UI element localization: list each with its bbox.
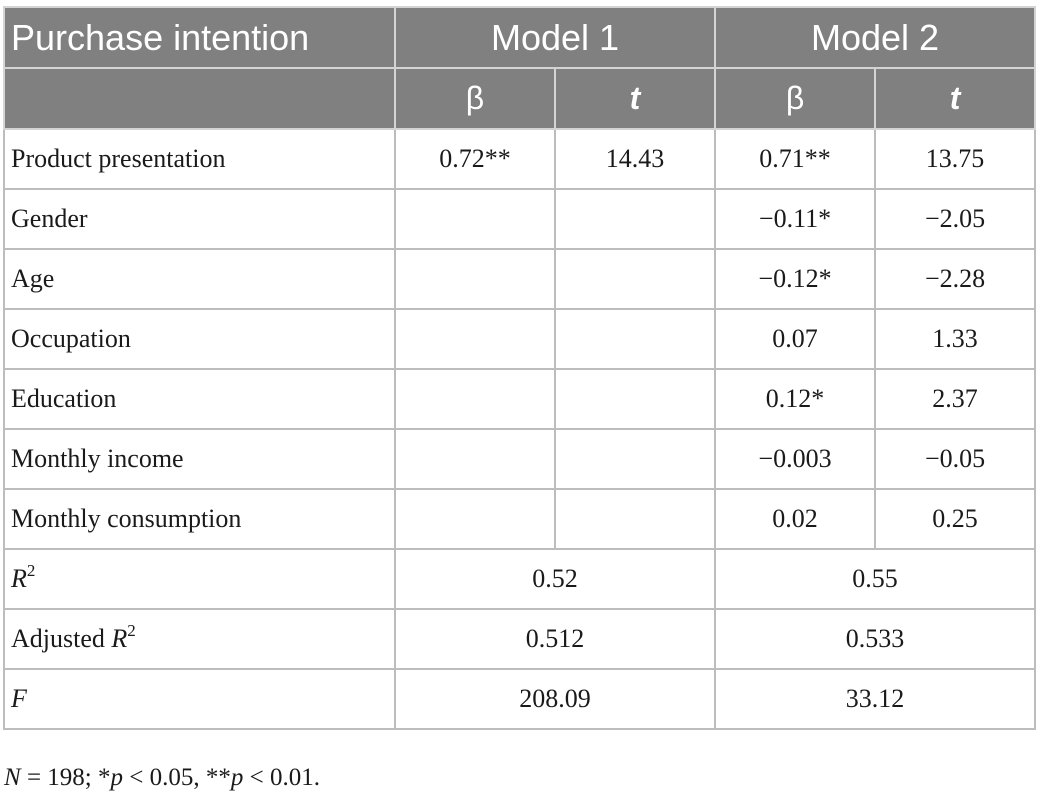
model-1-beta-cell <box>394 368 556 430</box>
model-2-f-cell: 33.12 <box>714 668 1037 730</box>
model-1-f-cell: 208.09 <box>393 668 717 730</box>
regression-table: Purchase intention Model 1 Model 2 β t β… <box>3 6 1037 730</box>
model-2-beta-cell: −0.11* <box>714 188 877 250</box>
model-2-t-header: t <box>874 67 1037 130</box>
r2-superscript: 2 <box>26 561 36 580</box>
table-row: Age −0.12* −2.28 <box>3 248 1037 310</box>
model-2-beta-cell: 0.07 <box>714 308 877 370</box>
model-1-beta-header: β <box>394 67 556 130</box>
model-2-beta-cell: −0.003 <box>714 428 877 490</box>
f-letter: F <box>11 684 27 713</box>
row-label: Age <box>3 248 396 310</box>
model-2-beta-cell: 0.02 <box>714 488 877 550</box>
row-title-header: Purchase intention <box>3 6 396 69</box>
model-2-t-cell: 1.33 <box>874 308 1037 370</box>
model-1-beta-cell <box>394 308 556 370</box>
model-1-t-cell <box>553 248 717 310</box>
model-1-t-cell <box>553 188 717 250</box>
model-1-beta-cell <box>394 488 556 550</box>
model-1-t-cell <box>553 488 717 550</box>
model-2-t-cell: −0.05 <box>874 428 1037 490</box>
header-row-models: Purchase intention Model 1 Model 2 <box>3 6 1037 69</box>
table-row: Occupation 0.07 1.33 <box>3 308 1037 370</box>
p-letter-1: p <box>110 764 123 791</box>
model-2-t-cell: −2.28 <box>874 248 1037 310</box>
model-2-beta-cell: 0.12* <box>714 368 877 430</box>
p-letter-2: p <box>230 764 244 791</box>
model-1-t-cell <box>553 428 717 490</box>
p-threshold-1: < 0.05, <box>122 764 206 791</box>
row-label: Gender <box>3 188 396 250</box>
model-1-r2-cell: 0.52 <box>393 548 717 610</box>
model-1-t-cell: 14.43 <box>553 128 717 190</box>
model-2-t-cell: −2.05 <box>874 188 1037 250</box>
significance-star-1: * <box>97 764 111 791</box>
row-label: Education <box>3 368 396 430</box>
r2-label: R2 <box>3 548 396 610</box>
regression-table-container: Purchase intention Model 1 Model 2 β t β… <box>3 6 1037 730</box>
n-value: = 198; <box>20 764 98 791</box>
f-label: F <box>3 668 396 730</box>
p-threshold-2: < 0.01. <box>243 764 320 791</box>
model-2-t-cell: 2.37 <box>874 368 1037 430</box>
row-label: Product presentation <box>3 128 396 190</box>
table-row: Education 0.12* 2.37 <box>3 368 1037 430</box>
model-1-beta-cell <box>394 428 556 490</box>
table-row: Gender −0.11* −2.05 <box>3 188 1037 250</box>
adjusted-prefix: Adjusted <box>11 624 112 653</box>
model-2-header: Model 2 <box>714 6 1037 69</box>
r-letter: R <box>111 624 128 653</box>
model-1-beta-cell <box>394 188 556 250</box>
model-2-r2-cell: 0.55 <box>714 548 1037 610</box>
model-1-t-header: t <box>553 67 717 130</box>
summary-row-f: F 208.09 33.12 <box>3 668 1037 730</box>
model-2-beta-cell: 0.71** <box>714 128 877 190</box>
model-2-t-cell: 13.75 <box>874 128 1037 190</box>
row-label: Occupation <box>3 308 396 370</box>
model-1-t-cell <box>553 308 717 370</box>
model-1-t-cell <box>553 368 717 430</box>
adjusted-r2-superscript: 2 <box>127 621 136 640</box>
significance-star-2: ** <box>205 764 231 791</box>
r-letter: R <box>11 564 27 593</box>
table-row: Monthly consumption 0.02 0.25 <box>3 488 1037 550</box>
header-row-stats: β t β t <box>3 67 1037 130</box>
summary-row-adjusted-r2: Adjusted R2 0.512 0.533 <box>3 608 1037 670</box>
model-1-beta-cell: 0.72** <box>394 128 556 190</box>
model-2-adjusted-r2-cell: 0.533 <box>714 608 1037 670</box>
summary-row-r2: R2 0.52 0.55 <box>3 548 1037 610</box>
model-2-beta-header: β <box>714 67 877 130</box>
table-row: Monthly income −0.003 −0.05 <box>3 428 1037 490</box>
model-2-beta-cell: −0.12* <box>714 248 877 310</box>
row-label: Monthly income <box>3 428 396 490</box>
table-row: Product presentation 0.72** 14.43 0.71**… <box>3 128 1037 190</box>
n-letter: N <box>4 764 21 791</box>
model-1-adjusted-r2-cell: 0.512 <box>393 608 717 670</box>
model-2-t-cell: 0.25 <box>874 488 1037 550</box>
model-1-header: Model 1 <box>393 6 717 69</box>
adjusted-r2-label: Adjusted R2 <box>3 608 396 670</box>
model-1-beta-cell <box>394 248 556 310</box>
row-label: Monthly consumption <box>3 488 396 550</box>
table-footnote: N = 198; *p < 0.05, **p < 0.01. <box>4 764 320 792</box>
empty-header-cell <box>3 67 396 130</box>
